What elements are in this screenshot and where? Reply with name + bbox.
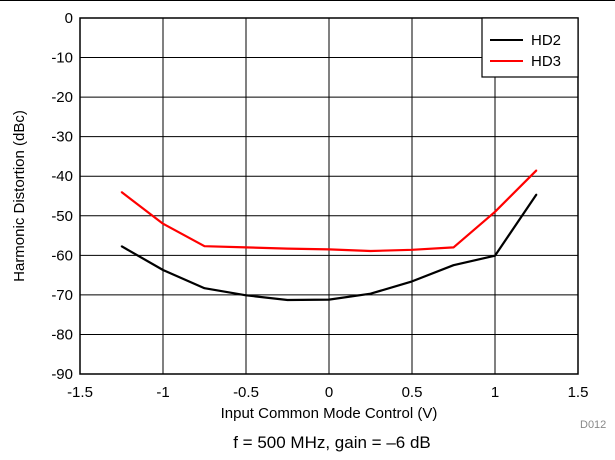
data-point-hd2 [286,299,289,301]
y-tick-label: -10 [51,50,73,67]
figure-id: D012 [580,419,606,431]
series-lines [120,169,538,302]
x-tick-label: 0.5 [402,384,423,401]
x-tick-label: -1.5 [67,384,93,401]
plot-frame [79,17,579,375]
y-tick-label: -90 [51,366,73,383]
data-point-hd2 [411,280,413,283]
legend-label-hd3: HD3 [531,53,561,70]
data-point-hd2 [162,269,164,271]
top-rule [0,0,615,1]
data-point-hd3 [369,250,372,252]
y-tick-label: -40 [51,168,73,185]
legend: HD2 HD3 [481,17,579,78]
data-point-hd3 [203,245,206,248]
data-point-hd3 [328,248,330,251]
y-tick-label: -30 [51,129,73,146]
data-point-hd3 [162,222,164,225]
data-point-hd2 [203,287,206,289]
data-point-hd3 [411,248,413,251]
x-tick-label: 0 [325,384,333,401]
data-point-hd3 [245,246,247,249]
data-point-hd2 [328,298,330,301]
y-tick-label: -80 [51,326,73,343]
data-point-hd2 [494,254,496,257]
x-tick-label: -0.5 [233,384,259,401]
data-point-hd2 [452,264,455,267]
x-tick-label: -1 [156,384,169,401]
legend-box [481,17,579,78]
y-tick-label: -20 [51,89,73,106]
data-point-hd3 [120,191,123,193]
x-tick-label: 1 [491,384,499,401]
data-point-hd2 [120,245,123,248]
legend-label-hd2: HD2 [531,32,561,49]
x-tick-label: 1.5 [568,384,589,401]
y-tick-label: -70 [51,287,73,304]
y-axis-title: Harmonic Distortion (dBc) [11,110,28,282]
data-point-hd2 [369,292,372,295]
y-tick-label: 0 [65,10,73,27]
y-tick-label: -60 [51,247,73,264]
data-point-hd3 [286,247,289,250]
data-point-hd3 [494,211,496,213]
data-point-hd3 [452,246,455,249]
chart-caption: f = 500 MHz, gain = –6 dB [233,433,431,452]
tick-labels: -1.5 -1 -0.5 0 0.5 1 1.5 0 -10 -20 -30 -40 -50 -60 -70… [51,10,588,401]
data-point-hd3 [535,169,538,172]
x-axis-title: Input Common Mode Control (V) [221,405,438,422]
data-point-hd2 [535,193,538,196]
data-point-hd2 [245,294,247,297]
y-tick-label: -50 [51,208,73,225]
